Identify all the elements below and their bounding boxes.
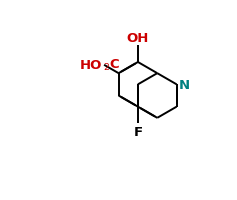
Text: OH: OH: [127, 32, 149, 44]
Text: N: N: [179, 78, 190, 91]
Text: HO: HO: [80, 59, 103, 72]
Text: $_2$C: $_2$C: [103, 58, 120, 73]
Text: F: F: [133, 125, 142, 138]
